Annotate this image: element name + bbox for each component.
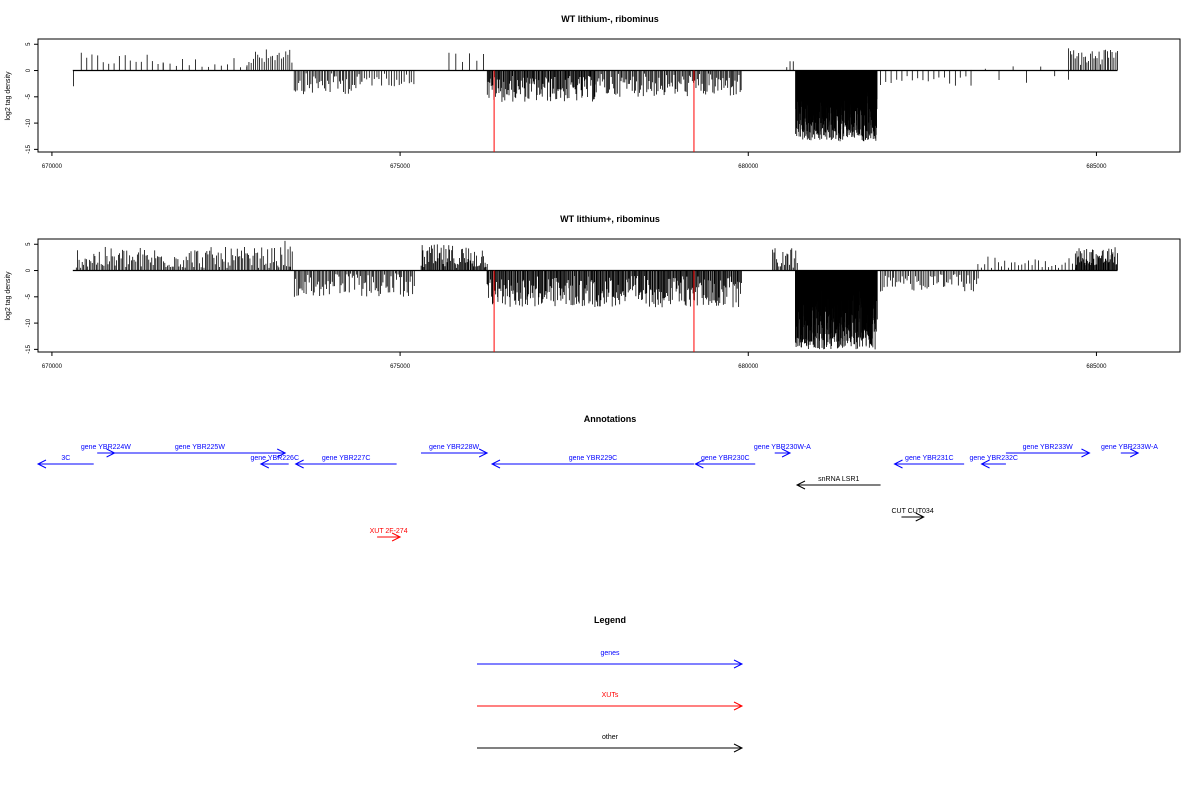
annotation-feature: gene YBR228W [420,444,489,458]
feature-label: gene YBR230W-A [754,444,811,451]
legend-label: genes [600,650,620,657]
annotation-feature: gene YBR233W-A [1101,444,1158,458]
strand-arrow [980,459,990,469]
strand-arrow [781,448,792,458]
x-tick-label: 670000 [42,164,63,170]
strand-arrow [915,512,925,522]
feature-label: gene YBR225W [175,444,225,451]
feature-label: 3C [61,455,70,462]
y-tick-label: -10 [26,318,32,327]
y-axis-label: log2 tag density [5,71,12,121]
annotation-feature: gene YBR224W [81,444,131,458]
annotation-feature: gene YBR231C [893,455,965,469]
panel-lithium-plus: WT lithium+, ribominus log2 tag density … [5,214,1181,370]
strand-arrow [694,459,704,469]
legend-item: genes [477,650,744,669]
feature-label: gene YBR233W [1023,444,1073,451]
x-tick-label: 685000 [1086,164,1107,170]
strand-arrow [391,532,402,542]
plot-frame [37,238,1181,353]
plot-frame [37,38,1181,153]
strand-arrow [276,448,287,458]
annotation-feature: gene YBR227C [294,455,397,469]
feature-label: gene YBR232C [969,455,1018,462]
y-tick-label: -5 [26,93,32,99]
legend-label: XUTs [602,692,619,699]
feature-label: gene YBR233W-A [1101,444,1158,451]
legend-arrow [733,743,744,753]
x-tick-label: 675000 [390,364,411,370]
annotations-track: Annotations 3C gene YBR224W gene YBR225W ge… [36,414,1158,542]
annotations-title: Annotations [584,414,637,424]
feature-label: gene YBR227C [322,455,371,462]
legend: Legend genes XUTs other [477,615,744,753]
legend-item: other [477,734,744,753]
strand-arrow [490,459,501,469]
y-tick-label: -10 [26,118,32,127]
feature-label: gene YBR224W [81,444,131,451]
y-tick-label: -15 [26,344,32,353]
panel-title: WT lithium-, ribominus [561,14,659,24]
feature-label: gene YBR226C [250,455,299,462]
annotation-feature: gene YBR229C [490,455,694,469]
feature-label: gene YBR229C [569,455,618,462]
feature-label: XUT 2F-274 [370,528,408,535]
y-axis-label: log2 tag density [5,271,12,321]
annotation-feature: gene YBR226C [250,455,299,469]
legend-item: XUTs [477,692,744,711]
strand-arrow [36,459,47,469]
density-bars [73,48,1118,142]
y-tick-label: 0 [26,268,32,272]
strand-arrow [893,459,903,469]
annotation-feature: gene YBR230C [694,455,756,469]
strand-arrow [294,459,304,469]
panel-title: WT lithium+, ribominus [560,214,660,224]
density-bars [75,240,1118,350]
y-tick-label: 5 [26,242,32,246]
x-tick-label: 680000 [738,164,759,170]
annotation-feature: gene YBR233W [1005,444,1091,458]
x-tick-label: 675000 [390,164,411,170]
y-tick-label: 5 [26,42,32,46]
panel-lithium-minus: WT lithium-, ribominus log2 tag density … [5,14,1181,170]
y-tick-label: -15 [26,144,32,153]
x-tick-label: 685000 [1086,364,1107,370]
feature-label: gene YBR231C [905,455,954,462]
annotation-feature: XUT 2F-274 [370,528,408,542]
strand-arrow [1081,448,1091,458]
feature-label: snRNA LSR1 [818,476,859,483]
annotation-feature: snRNA LSR1 [795,476,881,490]
annotation-feature: gene YBR232C [969,455,1018,469]
legend-arrow [733,701,744,711]
strand-arrow [1129,448,1140,458]
strand-arrow [795,480,806,490]
annotation-feature: gene YBR225W [114,444,287,458]
feature-label: CUT CUT034 [891,508,933,515]
y-tick-label: 0 [26,68,32,72]
legend-arrow [733,659,744,669]
strand-arrow [259,459,270,469]
annotation-feature: CUT CUT034 [891,508,934,522]
legend-label: other [602,734,619,741]
feature-label: gene YBR230C [701,455,750,462]
legend-title: Legend [594,615,626,625]
annotation-feature: 3C [36,455,94,469]
feature-label: gene YBR228W [429,444,479,451]
y-tick-label: -5 [26,293,32,299]
annotation-feature: gene YBR230W-A [754,444,811,458]
x-tick-label: 670000 [42,364,63,370]
x-tick-label: 680000 [738,364,759,370]
strand-arrow [478,448,489,458]
